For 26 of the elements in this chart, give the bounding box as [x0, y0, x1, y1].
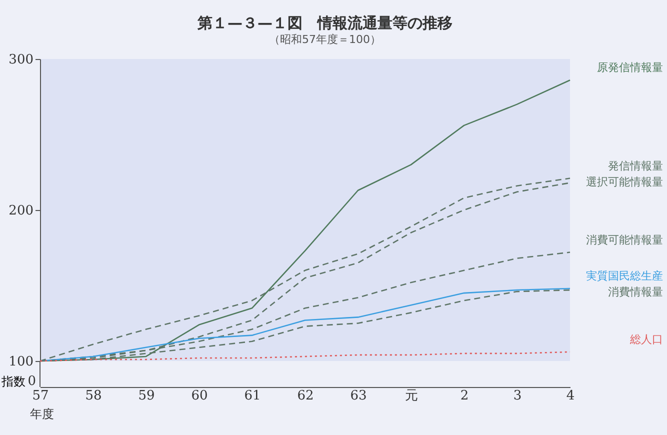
series-label: 消費可能情報量 [586, 233, 663, 246]
y-tick-label: 300 [8, 52, 34, 68]
x-tick-label: 58 [85, 388, 102, 404]
x-axis-title: 年度 [30, 407, 54, 421]
y-tick-label: 200 [8, 204, 34, 218]
x-tick-label: 57 [32, 388, 49, 404]
x-tick-label: 元 [405, 388, 418, 404]
text: 発信情報量 [608, 159, 663, 172]
x-tick-label: 62 [297, 388, 314, 404]
text: 消費情報量 [608, 286, 663, 299]
chart-subtitle: （昭和57年度＝100） [269, 33, 381, 46]
y-tick-label: 100 [8, 354, 34, 370]
text: 原発信情報量 [597, 61, 663, 74]
x-tick-label: 59 [138, 388, 155, 404]
x-tick-label: 63 [350, 388, 367, 404]
y-axis-title: 指数 [0, 374, 26, 388]
x-tick-label: 4 [566, 388, 575, 404]
series-label: 選択可能情報量 [586, 175, 663, 188]
text: 総人口 [629, 332, 663, 346]
x-tick-label: 3 [513, 388, 522, 404]
chart-title: 第１—３—１図 情報流通量等の推移 [196, 14, 452, 32]
x-tick-label: 2 [460, 388, 469, 404]
text: 0 [28, 374, 36, 389]
x-tick-label: 61 [244, 388, 261, 404]
series-label: 実質国民総生産 [586, 270, 663, 283]
x-tick-label: 60 [191, 388, 208, 404]
